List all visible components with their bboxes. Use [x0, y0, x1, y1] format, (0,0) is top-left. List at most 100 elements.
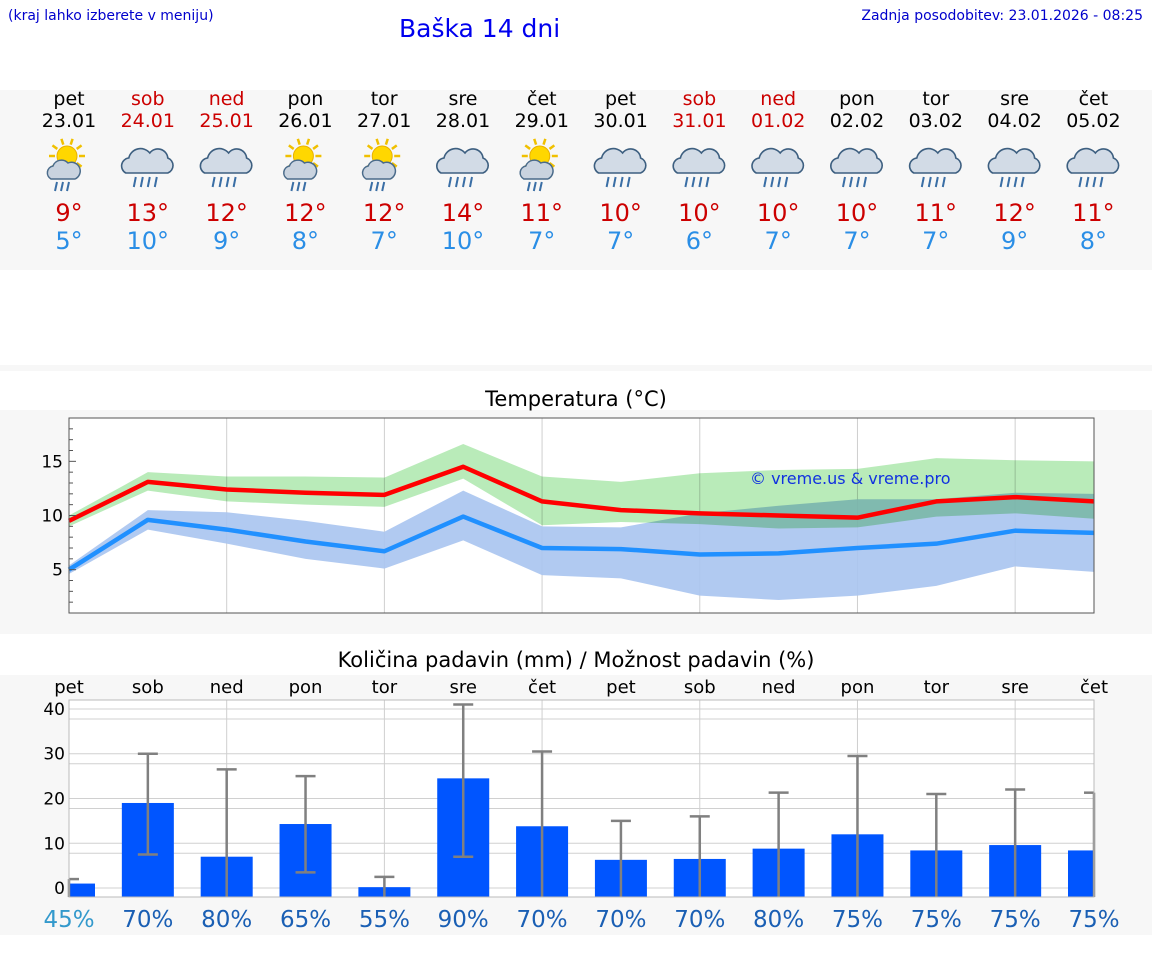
day-name: pon: [287, 88, 324, 110]
sun-ray: [51, 144, 59, 150]
raindrop: [691, 176, 696, 188]
day-name: sob: [131, 88, 165, 110]
temperature-tick-label: 15: [41, 452, 63, 472]
sun-ray: [296, 138, 301, 145]
raindrop: [146, 176, 151, 188]
precipitation-probability: 70%: [517, 907, 568, 933]
day-low-temp: 8°: [291, 227, 320, 255]
raindrop: [290, 181, 295, 192]
precipitation-probability: 75%: [832, 907, 883, 933]
max-temp-line: [68, 464, 1095, 523]
day-high-temp: 10°: [835, 199, 879, 227]
day-low-temp: 8°: [1079, 227, 1108, 255]
cloud: [361, 159, 397, 180]
precipitation-probability: 65%: [280, 907, 331, 933]
cloud-rain-icon: [593, 147, 647, 188]
page-title: Baška 14 dni: [399, 14, 561, 43]
raindrop: [863, 176, 867, 188]
precipitation-tick-label: 40: [43, 700, 65, 720]
precipitation-probability: 70%: [674, 907, 725, 933]
raindrop: [232, 176, 237, 188]
sun-cloud-rain-icon: [361, 138, 401, 192]
cloud-rain-icon: [199, 147, 253, 188]
day-date: 03.02: [908, 110, 963, 132]
sun-ray: [75, 162, 83, 168]
raindrop: [538, 181, 543, 192]
cloud: [987, 147, 1041, 174]
day-high-temp: 12°: [362, 199, 406, 227]
precipitation-bar: [1068, 850, 1094, 897]
day-low-temp: 7°: [528, 227, 556, 255]
watermark: © vreme.us & vreme.pro: [750, 469, 951, 488]
location-menu-note[interactable]: (kraj lahko izberete v meniju): [8, 8, 214, 24]
precipitation-probability: 75%: [990, 907, 1041, 933]
day-name: ned: [208, 88, 245, 110]
raindrop: [448, 176, 452, 188]
day-name: sre: [448, 88, 478, 110]
cloud: [830, 147, 883, 174]
day-low-temp: 6°: [685, 227, 714, 255]
day-high-temp: 11°: [1072, 199, 1115, 227]
divider: [0, 365, 1152, 371]
raindrop: [225, 176, 230, 188]
precipitation-tick-label: 30: [43, 745, 65, 765]
day-high-temp: 12°: [284, 199, 327, 227]
raindrop: [849, 176, 853, 188]
raindrop: [211, 176, 216, 188]
precipitation-plot-frame: [68, 699, 1095, 898]
raindrop: [302, 181, 307, 192]
cloud-rain-icon: [436, 147, 489, 188]
raindrop: [684, 176, 689, 188]
sun-ray: [288, 144, 295, 150]
precipitation-day-label: pon: [289, 677, 323, 698]
day-date: 02.02: [829, 110, 885, 132]
cloud-rain-icon: [672, 147, 726, 188]
sun-ray: [60, 138, 65, 145]
raindrop: [455, 176, 459, 188]
raindrop: [381, 181, 386, 192]
day-column: sob 24.01 13° 10°: [108, 88, 188, 255]
raindrop: [698, 176, 703, 188]
precipitation-tick-label: 10: [43, 834, 65, 854]
cloud: [436, 147, 489, 174]
day-name: tor: [922, 88, 950, 110]
temperature-tick-label: 10: [41, 507, 63, 527]
day-high-temp: 10°: [678, 199, 721, 227]
day-low-temp: 10°: [441, 227, 485, 255]
day-column: tor 27.01 12° 7°: [344, 88, 424, 255]
day-low-temp: 9°: [1000, 227, 1029, 255]
day-column: sre 04.02 12° 9°: [975, 88, 1055, 255]
precipitation-day-label: sob: [684, 677, 716, 698]
day-low-temp: 10°: [126, 227, 170, 255]
cloud: [120, 147, 174, 174]
precipitation-probability: 80%: [753, 907, 804, 933]
day-high-temp: 9°: [55, 199, 83, 227]
precipitation-day-label: čet: [528, 677, 556, 698]
day-column: pon 02.02 10° 7°: [817, 88, 897, 255]
raindrop: [999, 176, 1004, 188]
precipitation-probability: 75%: [911, 907, 962, 933]
sun-ray: [542, 138, 547, 145]
raindrop: [619, 176, 624, 188]
day-high-temp: 10°: [599, 199, 642, 227]
day-date: 01.02: [750, 110, 806, 132]
precipitation-probability: 70%: [122, 907, 173, 933]
raindrop: [1020, 176, 1025, 188]
cloud: [283, 159, 318, 180]
precipitation-probability: 55%: [359, 907, 410, 933]
sun-ray: [312, 162, 319, 168]
precipitation-day-label: sob: [132, 677, 164, 698]
day-high-temp: 12°: [205, 199, 248, 227]
precipitation-day-label: pet: [54, 677, 84, 698]
cloud: [672, 147, 726, 174]
sun-ray: [548, 162, 556, 168]
precipitation-day-label: sre: [1001, 677, 1028, 698]
cloud-rain-icon: [1066, 147, 1120, 188]
precipitation-tick-label: 0: [54, 879, 65, 899]
day-column: čet 05.02 11° 8°: [1053, 88, 1133, 255]
raindrop: [532, 181, 537, 192]
day-high-temp: 13°: [126, 199, 170, 227]
cloud: [46, 159, 81, 180]
sun-ray: [384, 138, 389, 145]
raindrop: [777, 176, 782, 188]
